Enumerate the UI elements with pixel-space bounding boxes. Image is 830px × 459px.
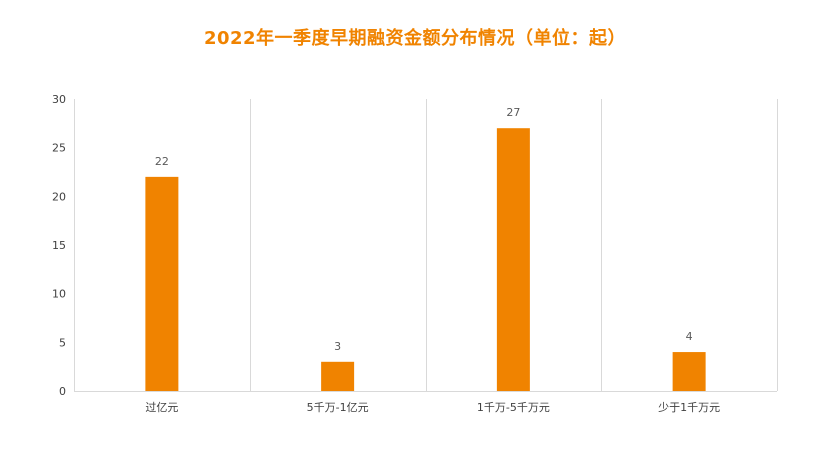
y-tick-label: 0 (59, 385, 66, 398)
x-tick-label: 少于1千万元 (658, 401, 720, 414)
data-label: 27 (506, 106, 520, 119)
bar (145, 176, 179, 391)
bar (672, 352, 706, 391)
y-tick-label: 25 (52, 142, 66, 155)
y-tick-label: 5 (59, 336, 66, 349)
y-tick-label: 30 (52, 93, 66, 106)
x-tick-label: 1千万-5千万元 (477, 401, 550, 414)
data-label: 3 (334, 340, 341, 353)
data-label: 4 (686, 330, 693, 343)
y-tick-label: 20 (52, 190, 66, 203)
y-tick-label: 15 (52, 239, 66, 252)
bar (496, 128, 530, 391)
chart-title: 2022年一季度早期融资金额分布情况（单位：起） (203, 28, 627, 49)
bar (321, 361, 355, 391)
x-tick-label: 过亿元 (145, 401, 178, 414)
x-tick-label: 5千万-1亿元 (307, 401, 369, 414)
y-tick-label: 10 (52, 288, 66, 301)
data-label: 22 (155, 155, 169, 168)
